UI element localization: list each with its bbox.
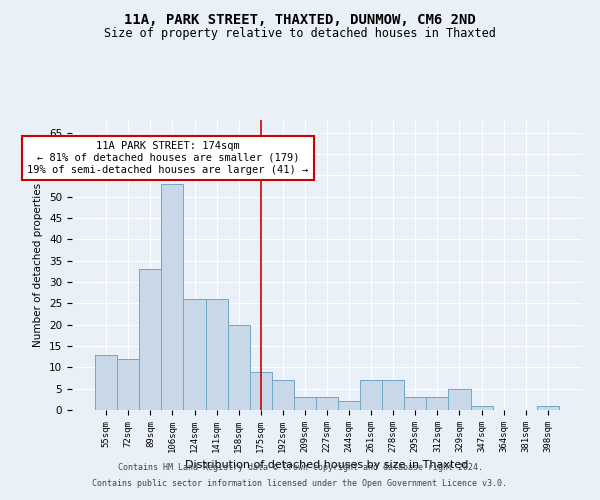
Text: 11A, PARK STREET, THAXTED, DUNMOW, CM6 2ND: 11A, PARK STREET, THAXTED, DUNMOW, CM6 2… xyxy=(124,12,476,26)
X-axis label: Distribution of detached houses by size in Thaxted: Distribution of detached houses by size … xyxy=(185,460,469,470)
Bar xyxy=(227,324,250,410)
Text: Contains HM Land Registry data © Crown copyright and database right 2024.: Contains HM Land Registry data © Crown c… xyxy=(118,464,482,472)
Text: Size of property relative to detached houses in Thaxted: Size of property relative to detached ho… xyxy=(104,28,496,40)
Text: Contains public sector information licensed under the Open Government Licence v3: Contains public sector information licen… xyxy=(92,478,508,488)
Bar xyxy=(427,397,448,410)
Bar xyxy=(338,402,360,410)
Bar xyxy=(272,380,294,410)
Bar xyxy=(250,372,272,410)
Bar xyxy=(184,299,206,410)
Bar xyxy=(117,359,139,410)
Bar xyxy=(206,299,227,410)
Bar xyxy=(316,397,338,410)
Bar xyxy=(294,397,316,410)
Bar xyxy=(139,270,161,410)
Bar xyxy=(161,184,184,410)
Text: 11A PARK STREET: 174sqm
← 81% of detached houses are smaller (179)
19% of semi-d: 11A PARK STREET: 174sqm ← 81% of detache… xyxy=(28,142,308,174)
Bar xyxy=(537,406,559,410)
Bar xyxy=(360,380,382,410)
Y-axis label: Number of detached properties: Number of detached properties xyxy=(34,183,43,347)
Bar xyxy=(382,380,404,410)
Bar xyxy=(404,397,427,410)
Bar xyxy=(448,388,470,410)
Bar xyxy=(95,354,117,410)
Bar xyxy=(470,406,493,410)
